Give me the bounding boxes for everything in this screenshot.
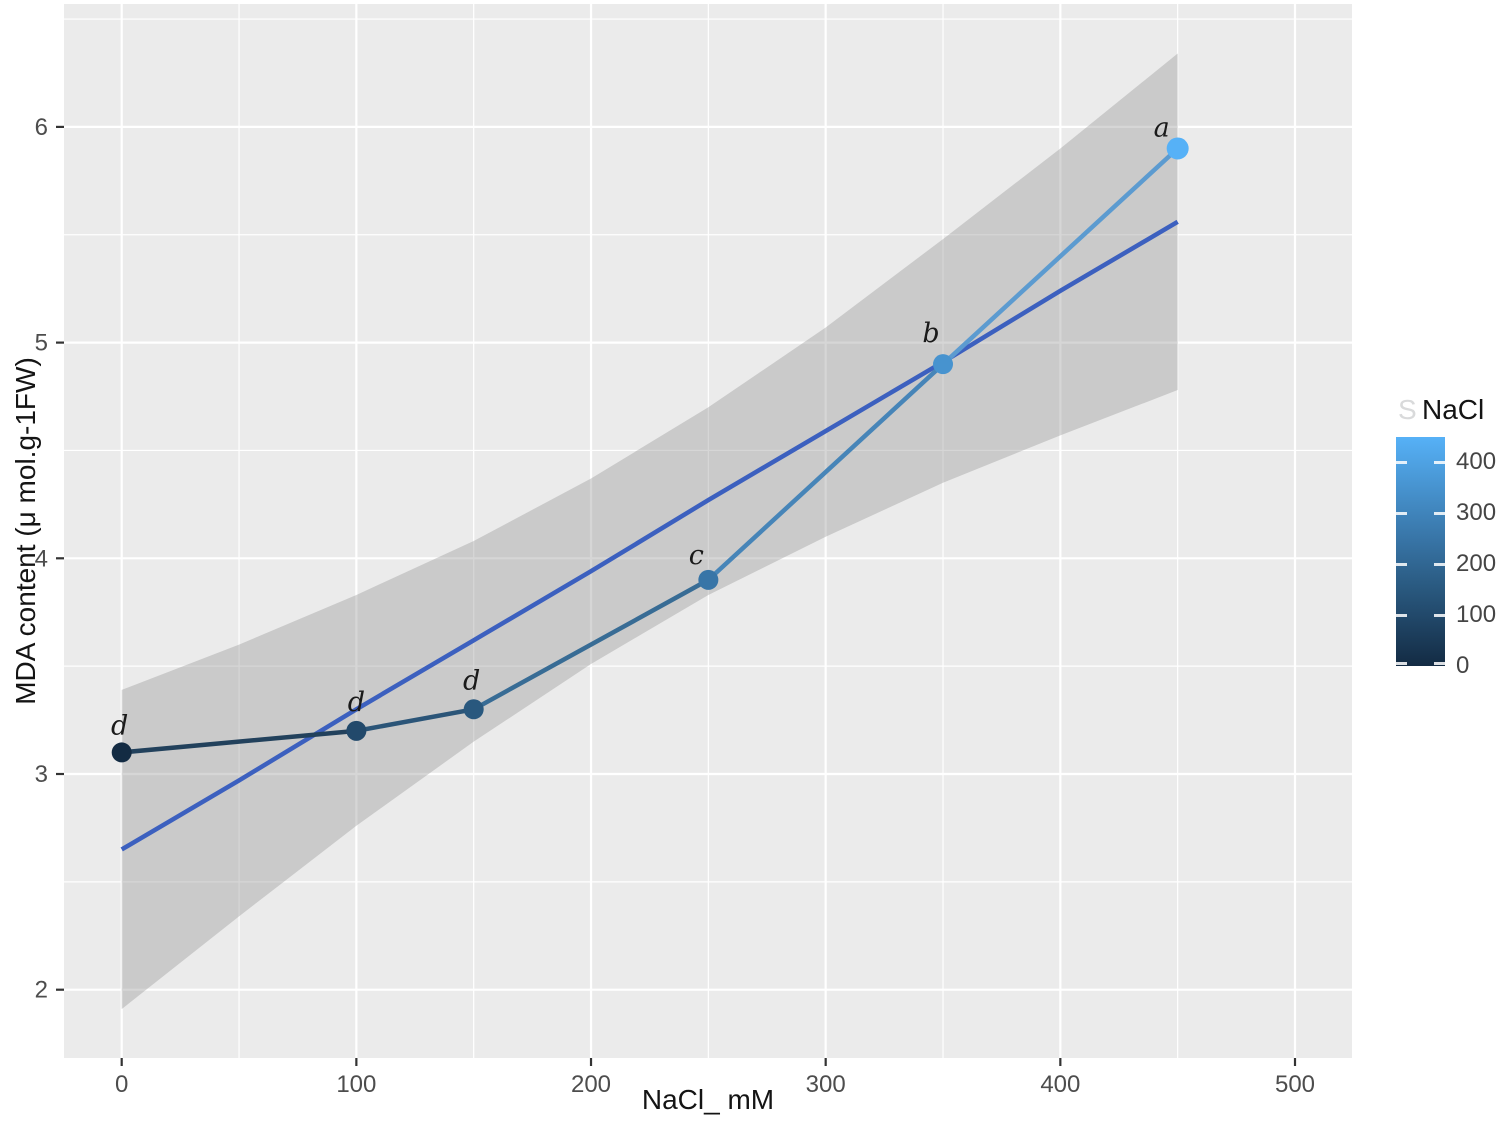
y-tick-label: 2 [35,977,48,1004]
x-tick-label: 500 [1275,1071,1315,1098]
x-tick-label: 400 [1040,1071,1080,1098]
data-line-segment [119,728,359,755]
x-tick-label: 100 [336,1071,376,1098]
data-point [463,699,484,720]
y-tick-label: 3 [35,761,48,788]
y-tick-label: 6 [35,114,48,141]
regression-line [120,219,1179,852]
data-line-segment [471,577,711,712]
point-letter-label: d [348,687,365,718]
point-letter-label: d [111,710,128,741]
point-letter-label: c [689,540,704,571]
data-point [933,354,954,375]
x-tick-label: 0 [115,1071,128,1098]
data-point [346,720,367,741]
data-point [698,569,719,590]
point-letter-label: d [463,665,480,696]
data-line-segment [940,146,1180,367]
y-axis-title: MDA content (μ mol.g-1FW) [10,357,41,705]
x-tick-label: 200 [571,1071,611,1098]
y-tick-label: 4 [35,545,48,572]
data-point [111,742,132,763]
x-tick-label: 300 [806,1071,846,1098]
x-axis-title: NaCl_ mM [641,1084,775,1115]
point-letter-label: b [922,318,939,349]
confidence-ribbon [121,53,1178,1010]
y-tick-label: 5 [35,330,48,357]
point-letter-label: a [1154,112,1170,143]
data-line-segment [706,361,946,583]
data-line-segment [354,707,476,734]
data-point [1166,137,1189,160]
